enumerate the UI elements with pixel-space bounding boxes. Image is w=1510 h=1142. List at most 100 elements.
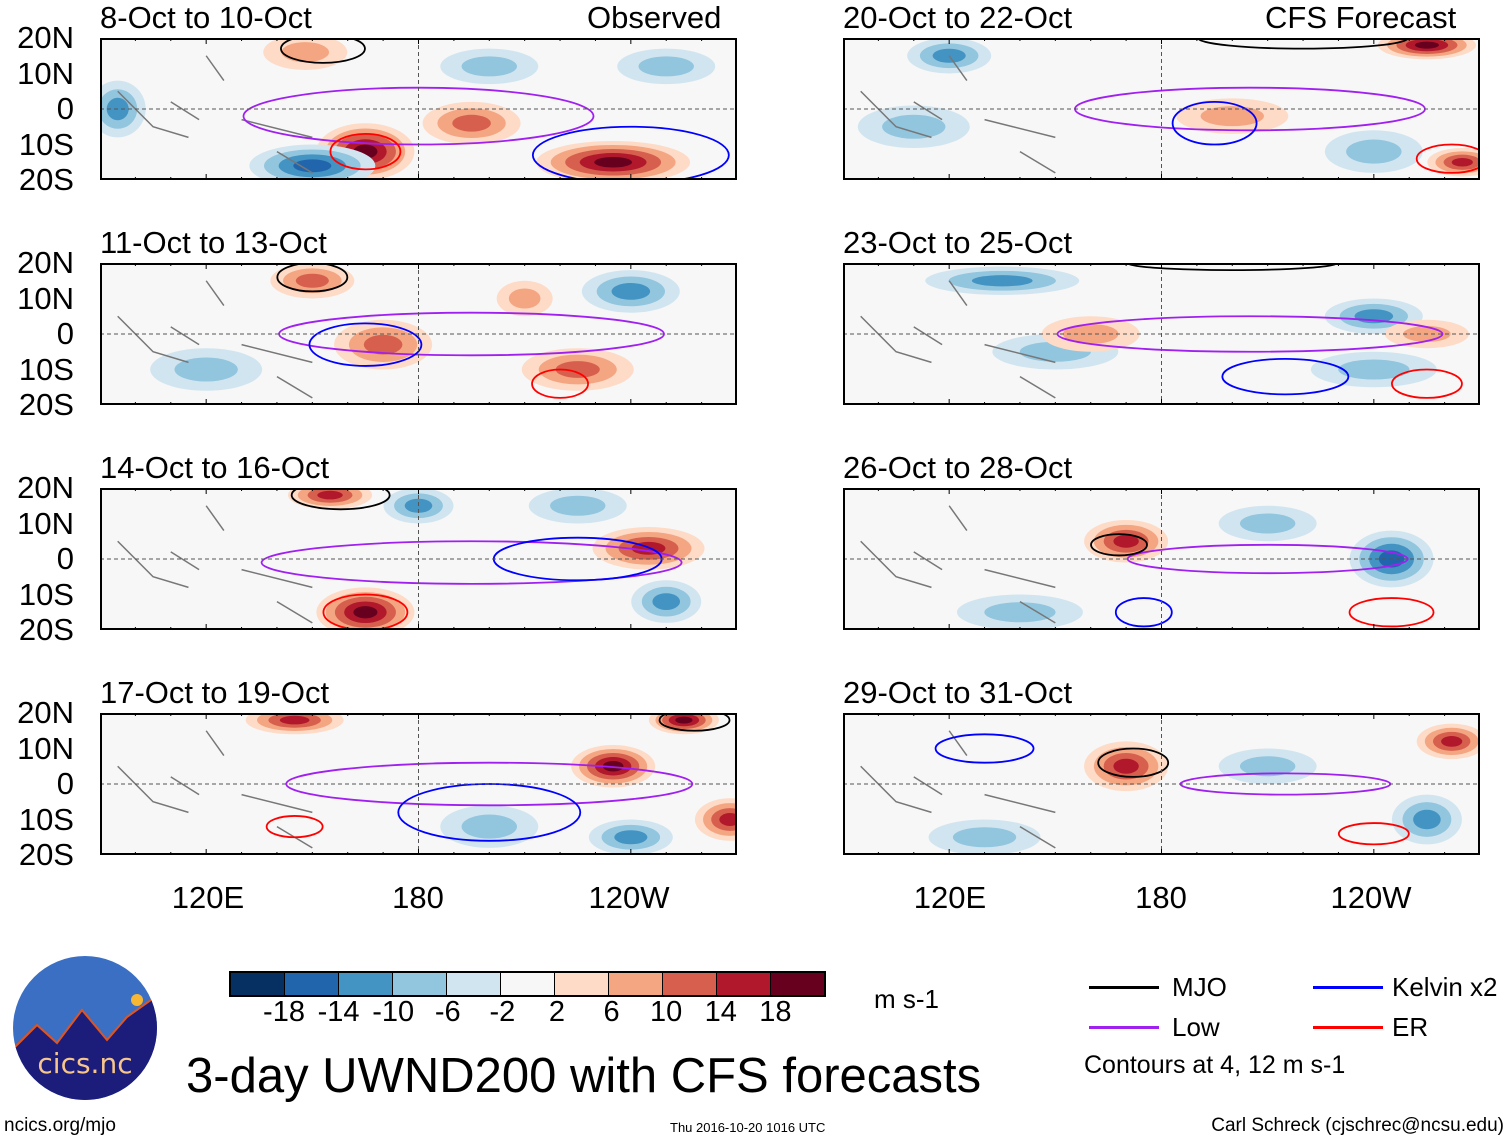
- wind-anomaly-blob: [932, 48, 966, 63]
- coastline: [860, 730, 1056, 849]
- contour-kelvin: [308, 322, 423, 367]
- contour-kelvin: [934, 733, 1035, 764]
- lat-label: 20N: [17, 470, 74, 505]
- colorbar-tick: -14: [317, 996, 360, 1028]
- lat-label: 20N: [17, 20, 74, 55]
- colorbar-swatch: [717, 973, 771, 995]
- contour-low: [278, 311, 665, 357]
- forecast-header: CFS Forecast: [1265, 0, 1457, 35]
- wind-anomaly-blob: [1338, 359, 1410, 380]
- contour-kelvin: [531, 125, 730, 180]
- legend-label-low: Low: [1172, 1012, 1220, 1042]
- wind-anomaly-blob: [1239, 513, 1296, 534]
- legend-line-er: [1313, 1026, 1383, 1029]
- wind-anomaly-blob: [971, 275, 1033, 287]
- wind-anomaly-blob: [295, 273, 329, 288]
- figure-title: 3-day UWND200 with CFS forecasts: [186, 1049, 982, 1103]
- colorbar-tick: 18: [759, 996, 792, 1028]
- map-panel: [100, 713, 737, 855]
- panel-frame: [100, 263, 737, 405]
- wind-anomaly-blob: [652, 593, 681, 610]
- colorbar-swatch: [285, 973, 339, 995]
- wind-anomaly-blob: [952, 827, 1017, 848]
- lat-label: 0: [56, 316, 74, 351]
- colorbar-swatch: [447, 973, 501, 995]
- contour-er: [322, 593, 409, 630]
- contour-er: [1337, 822, 1410, 846]
- footer-timestamp: Thu 2016-10-20 1016 UTC: [670, 1120, 826, 1135]
- colorbar-swatch: [771, 973, 824, 995]
- panel-title: 14-Oct to 16-Oct: [100, 450, 330, 485]
- map-svg: [100, 713, 737, 855]
- contour-kelvin: [397, 783, 582, 842]
- colorbar-tick: 6: [603, 996, 620, 1028]
- wind-anomaly-blob: [594, 157, 633, 168]
- wind-anomaly-blob: [281, 42, 329, 63]
- wind-anomaly-blob: [882, 114, 946, 139]
- map-panel: [843, 263, 1480, 405]
- colorbar-tick: 2: [548, 996, 566, 1028]
- contour-mjo: [290, 488, 391, 511]
- legend-label-er: ER: [1392, 1012, 1429, 1042]
- footer-url[interactable]: ncics.org/mjo: [4, 1115, 116, 1136]
- colorbar-tick: -2: [489, 996, 516, 1028]
- legend-label-kelvin: Kelvin x2: [1392, 972, 1498, 1002]
- contour-low: [1126, 543, 1409, 575]
- lon-label-120e-right: 120E: [913, 880, 987, 915]
- colorbar-units: m s-1: [874, 984, 939, 1014]
- contour-er: [329, 132, 402, 171]
- lat-label: 20S: [18, 162, 74, 197]
- wind-anomaly-blob: [614, 830, 648, 845]
- contour-mjo: [280, 38, 366, 64]
- map-panel: [100, 263, 737, 405]
- wind-anomaly-blob: [1346, 139, 1402, 164]
- wind-anomaly-blob: [461, 814, 517, 839]
- contour-note: Contours at 4, 12 m s-1: [1084, 1051, 1346, 1079]
- lat-label: 10S: [18, 801, 74, 837]
- wind-anomaly-blob: [1414, 41, 1439, 49]
- lat-label: 20N: [17, 245, 74, 280]
- colorbar-tick: -10: [372, 996, 415, 1028]
- coastline: [117, 505, 313, 624]
- contour-low: [260, 540, 683, 585]
- wind-anomaly-blob: [317, 490, 343, 500]
- map-svg: [843, 713, 1480, 855]
- lat-label: 10N: [17, 730, 74, 766]
- contour-low: [1056, 315, 1444, 353]
- panel-title: 11-Oct to 13-Oct: [100, 225, 327, 260]
- map-panel: [843, 488, 1480, 630]
- wind-anomaly-blob: [363, 334, 403, 355]
- lat-label: 20S: [18, 612, 74, 647]
- contour-er: [1415, 143, 1480, 174]
- panel-frame: [843, 488, 1480, 630]
- wind-anomaly-blob: [550, 495, 606, 516]
- legend-line-kelvin: [1313, 986, 1383, 989]
- wind-anomaly-blob: [611, 283, 651, 300]
- map-svg: [843, 488, 1480, 630]
- colorbar: [229, 971, 826, 997]
- colorbar-swatch: [609, 973, 663, 995]
- coastline: [860, 280, 1056, 399]
- colorbar-tick: 14: [704, 996, 737, 1028]
- panel-frame: [843, 263, 1480, 405]
- colorbar-swatch: [663, 973, 717, 995]
- wind-anomaly-blob: [638, 56, 694, 77]
- panel-frame: [100, 38, 737, 180]
- map-svg: [843, 38, 1480, 180]
- legend-line-low: [1089, 1026, 1159, 1029]
- coastline: [860, 55, 1056, 174]
- wind-anomaly-blob: [508, 288, 541, 309]
- panel-title: 17-Oct to 19-Oct: [100, 675, 330, 710]
- colorbar-swatch: [339, 973, 393, 995]
- footer-author: Carl Schreck (cjschrec@ncsu.edu): [1211, 1115, 1504, 1136]
- wind-anomaly-blob: [1413, 809, 1441, 830]
- wind-anomaly-blob: [461, 56, 517, 77]
- contour-mjo: [276, 263, 349, 293]
- lat-label: 10S: [18, 126, 74, 162]
- colorbar-tick: -18: [263, 996, 305, 1028]
- lat-label: 0: [56, 541, 74, 576]
- wind-anomaly-blob: [279, 715, 310, 725]
- lat-label: 10S: [18, 576, 74, 612]
- coastline: [860, 505, 1056, 624]
- panel-frame: [843, 713, 1480, 855]
